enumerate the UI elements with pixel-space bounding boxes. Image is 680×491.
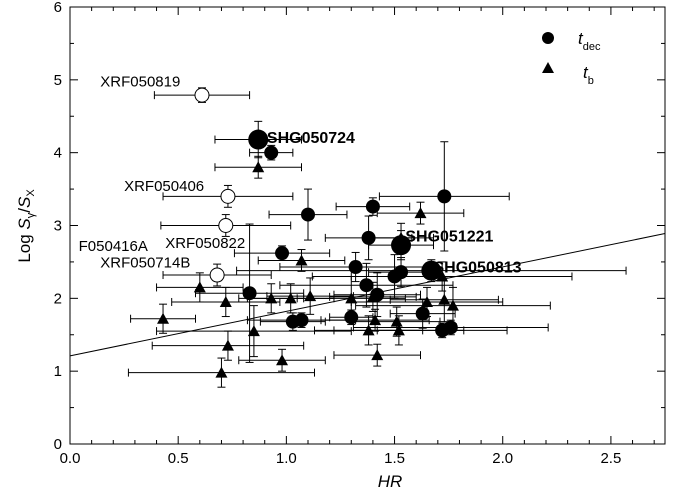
x-tick-label: 2.0 (492, 450, 513, 467)
y-tick-label: 2 (54, 290, 62, 307)
tdec-point (359, 278, 374, 293)
point-annotation: XRF050822 (165, 235, 245, 252)
tdec-point (264, 145, 279, 160)
tdec-point (443, 320, 458, 335)
tdec-point (301, 207, 315, 222)
tdec-point (361, 230, 376, 245)
x-tick-label: 1.0 (276, 450, 297, 467)
point-annotation: XRF050819 (100, 73, 180, 90)
legend-label-tdec: tdec (578, 29, 601, 53)
point-annotation: SHG050724 (267, 130, 355, 147)
tdec-point (437, 189, 452, 204)
tdec-point (365, 199, 380, 214)
tdec-point (294, 313, 309, 328)
open-point (194, 87, 210, 103)
tdec-point (275, 246, 290, 261)
y-tick-label: 4 (54, 145, 62, 162)
x-axis-title: HR (378, 472, 403, 491)
tb-point (284, 292, 297, 304)
y-axis-title: Log Sγ/SX (15, 189, 37, 263)
y-tick-label: 0 (54, 436, 62, 453)
axes-layer: 0.0 0.5 1.0 1.5 2.0 2.5 0 1 2 3 4 5 6 (54, 0, 666, 467)
tb-point (371, 349, 384, 361)
tdec-point (394, 265, 409, 280)
open-point (218, 218, 234, 233)
tdec-point (242, 286, 257, 301)
tb-point (193, 281, 206, 293)
data-point-layer (157, 87, 459, 378)
tb-point (345, 292, 358, 304)
tdec-point (415, 306, 430, 321)
x-tick-label: 1.5 (384, 450, 405, 467)
tb-point (215, 366, 228, 378)
tb-point (219, 295, 232, 307)
y-tick-label: 1 (54, 363, 62, 380)
tdec-point (344, 310, 359, 325)
open-point (209, 267, 225, 283)
tb-point (362, 324, 375, 336)
tb-point (395, 231, 408, 243)
x-tick-label: 2.5 (600, 450, 621, 467)
tdec-point (348, 260, 363, 275)
y-tick-label: 6 (54, 0, 62, 16)
y-tick-label: 3 (54, 218, 62, 235)
tb-point (366, 290, 379, 302)
point-annotation: F050416A (79, 238, 148, 255)
x-tick-label: 0.5 (168, 450, 189, 467)
legend-label-tb: tb (583, 63, 594, 87)
y-tick-label: 5 (54, 72, 62, 89)
tb-point (304, 290, 317, 302)
tb-point (157, 312, 170, 324)
tb-point (265, 292, 278, 304)
tb-point (369, 314, 382, 326)
tdec-point (248, 129, 269, 150)
tb-point (436, 270, 449, 282)
tb-point (414, 207, 427, 219)
point-annotation: XRF050406 (124, 178, 204, 195)
open-point (220, 188, 236, 204)
tb-point (421, 295, 433, 307)
annotation-layer: XRF050819 SHG050724 XRF050406 XRF050822 F050… (79, 73, 522, 276)
tdec-point (421, 260, 442, 281)
x-tick-label: 0.0 (60, 450, 81, 467)
point-annotation: SHG050813 (433, 260, 521, 277)
legend-triangle-marker (542, 62, 554, 73)
point-annotation: XRF050714B (100, 255, 190, 272)
legend: tdec tb (542, 29, 601, 87)
point-annotation: SHG051221 (405, 228, 493, 245)
tdec-point (391, 235, 412, 256)
tb-point (446, 299, 459, 311)
tb-point (438, 293, 451, 305)
legend-circle-marker (542, 32, 554, 44)
tb-point (295, 254, 308, 266)
tb-point (221, 339, 234, 351)
tb-point (276, 354, 289, 366)
tb-point (252, 161, 265, 173)
tb-point (392, 324, 405, 336)
tb-point (247, 325, 260, 337)
tb-point (390, 315, 403, 327)
